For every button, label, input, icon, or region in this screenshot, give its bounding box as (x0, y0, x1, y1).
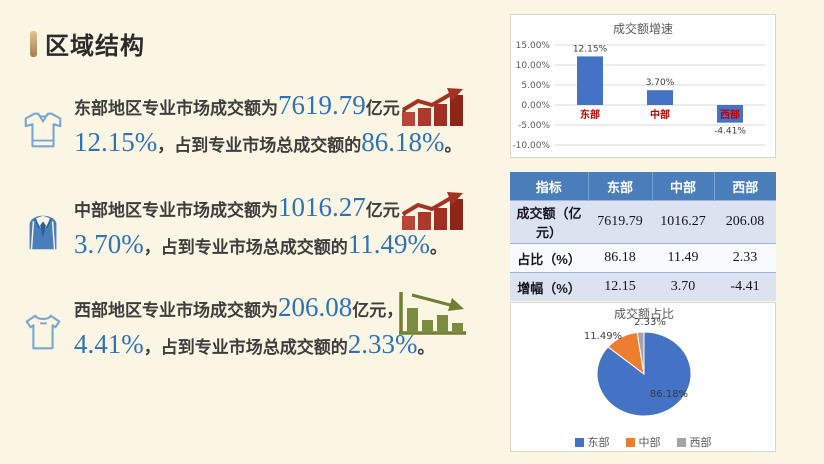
slide-title-block: 区域结构 (30, 26, 145, 61)
bullet-east-text: 东部地区专业市场成交额为7619.79亿元， 12.15%，占到专业市场总成交额… (74, 90, 490, 164)
legend-swatch-east (574, 437, 584, 447)
central-share: 11.49% (347, 229, 430, 259)
svg-text:15.00%: 15.00% (516, 41, 551, 51)
central-mid: 占到专业市场总成交额的 (160, 238, 348, 257)
svg-text:10.00%: 10.00% (516, 61, 551, 71)
svg-text:86.18%: 86.18% (650, 389, 688, 400)
legend-item-west: 西部 (676, 434, 712, 450)
svg-text:成交额占比: 成交额占比 (614, 306, 674, 321)
bar-chart: 15.00% 10.00% 5.00% 0.00% -5.00% -10.00% 12.15… (512, 41, 765, 151)
turnover-west: 206.08 (714, 200, 776, 244)
share-west: 2.33 (714, 243, 776, 273)
bar-chart-title: 成交额增速 (612, 22, 673, 36)
west-comma: ， (143, 338, 161, 357)
pie-legend: 东部 中部 西部 (511, 434, 775, 450)
suit-icon (20, 206, 66, 258)
east-comma: ， (157, 136, 175, 155)
west-period: 。 (417, 338, 435, 357)
bullet-west-text: 西部地区专业市场成交额为206.08亿元， 4.41%，占到专业市场总成交额的2… (74, 292, 490, 366)
legend-swatch-west (676, 437, 686, 447)
svg-text:东部: 东部 (580, 108, 600, 121)
bullet-central-region: 中部地区专业市场成交额为1016.27亿元， 3.70%，占到专业市场总成交额的… (18, 192, 490, 266)
share-east: 86.18 (588, 243, 652, 273)
tee-shirt-icon (20, 306, 66, 358)
east-period: 。 (444, 136, 462, 155)
pie-chart: 成交额占比 86.18% 11.49% 2.33% (584, 306, 692, 417)
central-prefix: 中部地区专业市场成交额为 (74, 201, 278, 220)
row-label-share: 占比（%） (510, 243, 588, 273)
legend-label-west: 西部 (689, 437, 712, 449)
svg-text:11.49%: 11.49% (584, 331, 622, 342)
pie-chart-card: 成交额占比 86.18% 11.49% 2.33% 东部 中部 西部 (510, 302, 776, 452)
east-mid: 占到专业市场总成交额的 (174, 136, 362, 155)
growth-west: -4.41 (714, 272, 776, 301)
central-comma: ， (143, 238, 161, 257)
bullet-west-region: 西部地区专业市场成交额为206.08亿元， 4.41%，占到专业市场总成交额的2… (18, 292, 490, 366)
legend-label-east: 东部 (587, 437, 610, 449)
row-label-turnover: 成交额（亿元） (510, 200, 588, 244)
svg-text:5.00%: 5.00% (521, 81, 550, 91)
svg-text:中部: 中部 (650, 108, 670, 121)
table-row-turnover: 成交额（亿元） 7619.79 1016.27 206.08 (510, 200, 776, 244)
west-mid: 占到专业市场总成交额的 (160, 338, 348, 357)
svg-text:-4.41%: -4.41% (714, 127, 746, 137)
header-central: 中部 (651, 172, 714, 201)
svg-text:12.15%: 12.15% (573, 44, 608, 54)
falling-bars-arrow-icon-green (396, 290, 470, 343)
header-west: 西部 (713, 172, 776, 201)
central-period: 。 (430, 238, 447, 257)
legend-item-central: 中部 (625, 434, 661, 450)
growth-east: 12.15 (588, 272, 652, 301)
svg-text:2.33%: 2.33% (634, 317, 666, 328)
growth-central: 3.70 (652, 272, 714, 301)
west-amount: 206.08 (278, 292, 353, 322)
central-amount: 1016.27 (278, 192, 366, 222)
bullet-central-text: 中部地区专业市场成交额为1016.27亿元， 3.70%，占到专业市场总成交额的… (74, 192, 490, 266)
east-amount: 7619.79 (278, 90, 366, 120)
rising-bars-arrow-icon-red (400, 192, 466, 235)
region-metrics-table: 指标 东部 中部 西部 成交额（亿元） 7619.79 1016.27 206.… (510, 172, 776, 301)
legend-item-east: 东部 (574, 434, 610, 450)
title-accent-bar (30, 30, 37, 57)
west-share: 2.33% (347, 329, 418, 359)
header-east: 东部 (587, 172, 652, 201)
bullet-east-region: 东部地区专业市场成交额为7619.79亿元， 12.15%，占到专业市场总成交额… (18, 88, 490, 164)
legend-label-central: 中部 (638, 437, 661, 449)
west-prefix: 西部地区专业市场成交额为 (74, 301, 278, 320)
east-prefix: 东部地区专业市场成交额为 (74, 99, 278, 118)
west-growth: 4.41% (74, 329, 144, 359)
polo-shirt-icon (20, 104, 66, 156)
bar-chart-card: 成交额增速 15.00% 10.00% 5.00% 0.00% -5.00% -10.00… (510, 14, 776, 158)
central-growth: 3.70% (74, 229, 144, 259)
svg-text:0.00%: 0.00% (521, 101, 550, 111)
page-title: 区域结构 (45, 33, 145, 60)
rising-bars-arrow-icon-red (400, 88, 466, 131)
svg-text:-5.00%: -5.00% (518, 121, 550, 131)
legend-swatch-central (625, 437, 635, 447)
west-unit: 亿元， (352, 301, 404, 320)
row-label-growth: 增幅（%） (510, 272, 588, 301)
svg-text:西部: 西部 (720, 108, 740, 121)
table-header-row: 指标 东部 中部 西部 (510, 172, 776, 201)
table-row-share: 占比（%） 86.18 11.49 2.33 (510, 243, 776, 273)
east-growth: 12.15% (74, 127, 158, 157)
east-share: 86.18% (361, 127, 445, 157)
svg-text:-10.00%: -10.00% (512, 141, 550, 151)
svg-text:3.70%: 3.70% (646, 78, 675, 88)
turnover-central: 1016.27 (652, 200, 714, 244)
turnover-east: 7619.79 (588, 200, 652, 244)
header-metric: 指标 (510, 172, 588, 201)
share-central: 11.49 (652, 243, 714, 273)
table-row-growth: 增幅（%） 12.15 3.70 -4.41 (510, 272, 776, 301)
